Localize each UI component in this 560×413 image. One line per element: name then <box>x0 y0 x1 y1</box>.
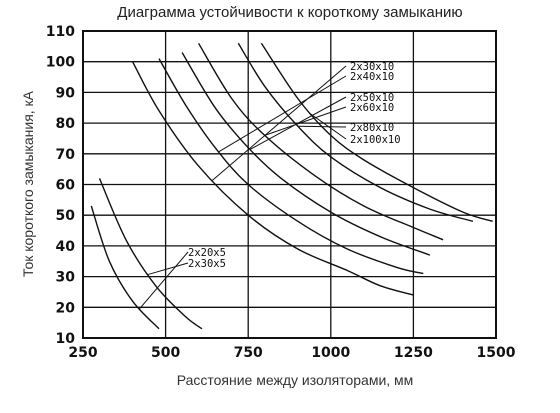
x-tick-label: 1250 <box>394 345 433 361</box>
y-tick-label: 110 <box>46 24 75 40</box>
series-line-6 <box>237 42 474 222</box>
curve-label: 2x80x10 <box>350 122 394 134</box>
y-tick-label: 40 <box>56 239 76 255</box>
curve-label: 2x60x10 <box>350 102 394 114</box>
x-tick-label: 750 <box>234 345 263 361</box>
y-tick-label: 10 <box>56 331 76 347</box>
x-tick-label: 250 <box>68 345 97 361</box>
leader-line <box>297 125 347 128</box>
y-tick-label: 30 <box>56 270 76 286</box>
x-tick-label: 1000 <box>311 345 350 361</box>
x-axis-label: Расстояние между изоляторами, мм <box>177 372 414 388</box>
series-line-4 <box>181 52 431 256</box>
y-tick-labels: 10 20 30 40 50 60 70 80 90 100 110 <box>46 24 75 347</box>
leader-line <box>147 262 189 276</box>
x-tick-label: 500 <box>151 345 180 361</box>
series-line-2 <box>131 61 414 296</box>
leader-line <box>309 112 347 140</box>
y-tick-label: 70 <box>56 147 76 163</box>
x-tick-label: 1500 <box>477 345 516 361</box>
leader-line <box>249 96 347 150</box>
series-line-5 <box>197 42 444 241</box>
curve-label: 2x50x10 <box>350 92 394 104</box>
x-tick-labels: 250 500 750 1000 1250 1500 <box>68 345 515 361</box>
curve-label: 2x40x10 <box>350 71 394 83</box>
leader-line <box>218 75 347 153</box>
leader-line <box>264 106 347 136</box>
series-line-0 <box>90 205 160 330</box>
curve-label: 2x20x5 <box>188 247 226 259</box>
y-tick-label: 20 <box>56 300 76 316</box>
y-tick-label: 100 <box>46 55 75 71</box>
series-line-3 <box>158 58 424 275</box>
curves <box>90 42 493 330</box>
y-tick-label: 50 <box>56 208 76 224</box>
curve-label: 2x30x5 <box>188 258 226 270</box>
curve-label: 2x30x10 <box>350 61 394 73</box>
leader-lines <box>138 65 347 310</box>
y-axis-label: Ток короткого замыкания, кА <box>20 90 36 277</box>
plot-frame <box>82 30 497 339</box>
y-tick-label: 80 <box>56 116 76 132</box>
curve-label: 2x100x10 <box>350 134 401 146</box>
series-line-7 <box>260 42 493 222</box>
y-tick-label: 90 <box>56 85 76 101</box>
leader-line <box>138 251 189 310</box>
y-tick-label: 60 <box>56 178 76 194</box>
chart-title: Диаграмма устойчивости к короткому замык… <box>117 4 462 21</box>
series-line-1 <box>98 178 203 330</box>
leader-line <box>211 65 347 182</box>
